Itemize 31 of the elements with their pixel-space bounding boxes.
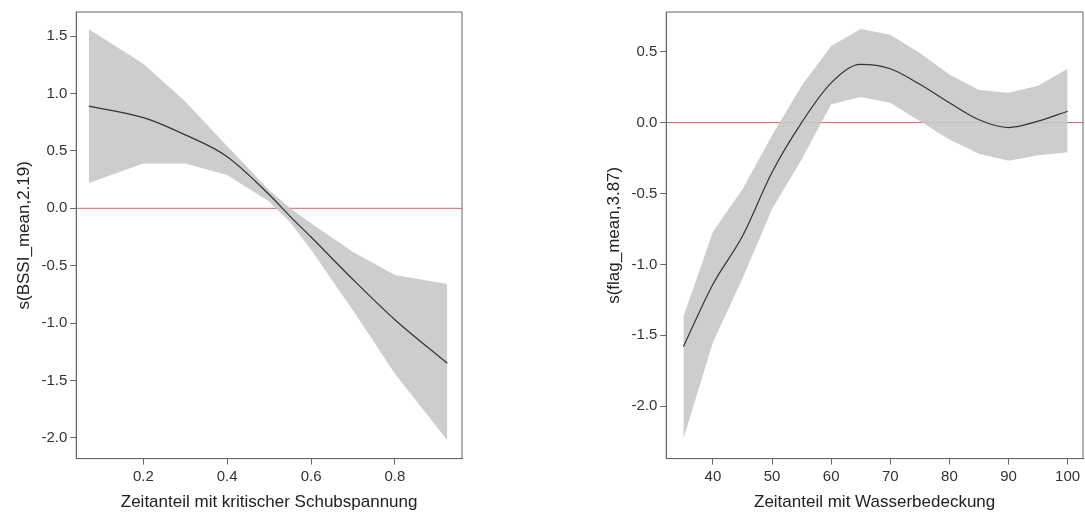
y-tick-label: 0.5 (636, 41, 658, 59)
x-tick-label: 0.8 (384, 466, 406, 484)
y-tick-label: 0.0 (636, 112, 658, 130)
x-tick-label: 0.4 (216, 466, 238, 484)
y-tick-label: 0.0 (46, 198, 68, 216)
y-axis-title: s(flag_mean,3.87) (603, 166, 623, 304)
x-axis-title: Zeitanteil mit Wasserbedeckung (753, 492, 996, 512)
x-tick-label: 0.2 (132, 466, 154, 484)
x-tick-label: 70 (881, 466, 899, 484)
y-tick-label: 0.5 (46, 141, 68, 159)
y-tick-label: -1.0 (41, 313, 68, 331)
x-axis-title: Zeitanteil mit kritischer Schubspannung (120, 492, 418, 512)
y-tick-label: 1.5 (46, 26, 68, 44)
y-tick-label: -1.5 (41, 370, 68, 388)
line-series (88, 105, 448, 364)
x-tick-label: 100 (1055, 466, 1081, 484)
x-tick-label: 80 (941, 466, 958, 484)
y-tick-label: -0.5 (631, 183, 658, 201)
x-tick-label: 40 (704, 466, 722, 484)
y-axis-title: s(BSSI_mean,2.19) (13, 161, 33, 310)
x-tick-label: 90 (1000, 466, 1017, 484)
x-tick-label: 60 (822, 466, 840, 484)
y-tick-label: -1.5 (631, 325, 658, 343)
y-tick-label: -0.5 (41, 255, 68, 273)
line-series (682, 63, 1069, 348)
x-tick-label: 50 (763, 466, 781, 484)
y-tick-label: -1.0 (631, 254, 658, 272)
y-tick-label: 1.0 (46, 83, 68, 101)
y-tick-label: -2.0 (41, 428, 68, 446)
x-tick-label: 0.6 (300, 466, 322, 484)
y-tick-label: -2.0 (631, 396, 658, 414)
